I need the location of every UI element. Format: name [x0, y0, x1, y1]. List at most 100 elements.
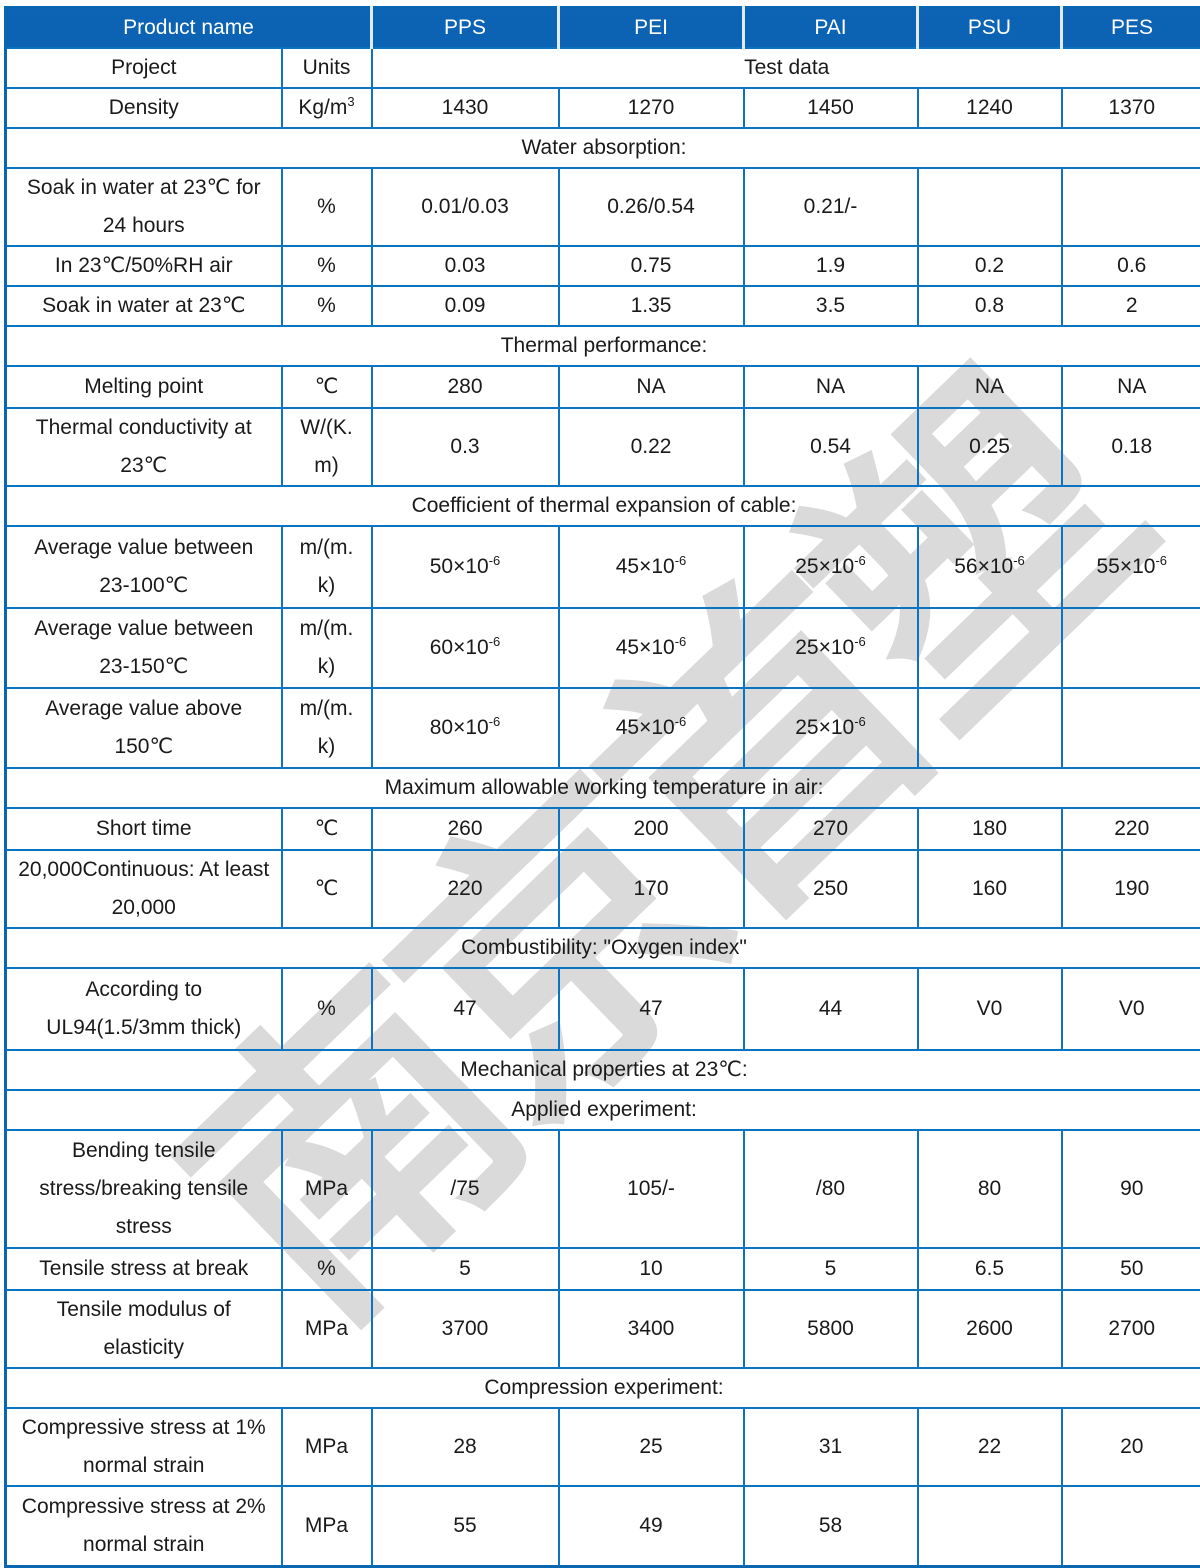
section-row: Compression experiment: [6, 1368, 1200, 1408]
value-cell: 56×10-6 [918, 526, 1062, 608]
material-properties-table: Product name PPS PEI PAI PSU PES Project… [4, 6, 1200, 1568]
value-cell: 160 [918, 850, 1062, 928]
value-cell: 170 [559, 850, 744, 928]
value-cell: 270 [744, 808, 918, 850]
property-label-cell: Density [6, 88, 282, 128]
value-cell: 80×10-6 [372, 688, 559, 768]
property-label-cell: Thermal conductivity at 23℃ [6, 408, 282, 486]
value-cell: 2600 [918, 1290, 1062, 1368]
exponent: -6 [675, 553, 687, 568]
value-cell [918, 168, 1062, 246]
value-cell: 2 [1062, 286, 1200, 326]
unit-cell: ℃ [282, 850, 372, 928]
value-cell [1062, 168, 1200, 246]
value-cell: 55×10-6 [1062, 526, 1200, 608]
column-header-pes: PES [1062, 8, 1200, 49]
unit-cell: % [282, 286, 372, 326]
column-header-pei: PEI [559, 8, 744, 49]
value-cell: 190 [1062, 850, 1200, 928]
section-label: Water absorption: [6, 128, 1200, 168]
section-row: Coefficient of thermal expansion of cabl… [6, 486, 1200, 526]
property-label-cell: According to UL94(1.5/3mm thick) [6, 968, 282, 1050]
value-cell: /75 [372, 1130, 559, 1248]
table-row: Soak in water at 23℃ for 24 hours%0.01/0… [6, 168, 1200, 246]
property-label-cell: Melting point [6, 366, 282, 408]
value-cell: 5800 [744, 1290, 918, 1368]
table-row: Bending tensile stress/breaking tensile … [6, 1130, 1200, 1248]
exponent: -6 [675, 714, 687, 729]
value-cell: 25 [559, 1408, 744, 1486]
value-cell: NA [559, 366, 744, 408]
value-cell: 0.75 [559, 246, 744, 286]
unit-cell: ℃ [282, 808, 372, 850]
value-cell [1062, 608, 1200, 688]
value-cell: 45×10-6 [559, 608, 744, 688]
value-cell [918, 1486, 1062, 1566]
value-cell: NA [918, 366, 1062, 408]
value-cell: 220 [372, 850, 559, 928]
test-data-cell: Test data [372, 48, 1200, 88]
value-cell: 49 [559, 1486, 744, 1566]
value-cell: 28 [372, 1408, 559, 1486]
value-cell [918, 608, 1062, 688]
value-cell: 0.03 [372, 246, 559, 286]
property-label-cell: Compressive stress at 1% normal strain [6, 1408, 282, 1486]
value-cell: 0.3 [372, 408, 559, 486]
value-cell: 2700 [1062, 1290, 1200, 1368]
property-label-cell: Soak in water at 23℃ for 24 hours [6, 168, 282, 246]
value-cell: 25×10-6 [744, 608, 918, 688]
value-cell: 0.18 [1062, 408, 1200, 486]
value-cell: 1.35 [559, 286, 744, 326]
units-header: Units [282, 48, 372, 88]
table-body: Product name PPS PEI PAI PSU PES Project… [6, 8, 1200, 1567]
exponent: -6 [854, 634, 866, 649]
value-cell: 180 [918, 808, 1062, 850]
value-cell: 25×10-6 [744, 526, 918, 608]
value-cell: 280 [372, 366, 559, 408]
unit-cell: MPa [282, 1290, 372, 1368]
exponent: -6 [489, 553, 501, 568]
value-cell: V0 [918, 968, 1062, 1050]
value-cell: 1.9 [744, 246, 918, 286]
unit-cell: m/(m. k) [282, 608, 372, 688]
value-cell: 47 [559, 968, 744, 1050]
value-cell: 0.01/0.03 [372, 168, 559, 246]
unit-cell: W/(K. m) [282, 408, 372, 486]
value-cell: 3.5 [744, 286, 918, 326]
property-label-cell: Tensile modulus of elasticity [6, 1290, 282, 1368]
section-row: Combustibility: "Oxygen index" [6, 928, 1200, 968]
exponent: -6 [854, 714, 866, 729]
value-cell: V0 [1062, 968, 1200, 1050]
value-cell: 3700 [372, 1290, 559, 1368]
value-cell: 5 [372, 1248, 559, 1290]
value-cell: /80 [744, 1130, 918, 1248]
exponent: 3 [347, 94, 354, 109]
value-cell [918, 688, 1062, 768]
property-label-cell: 20,000Continuous: At least 20,000 [6, 850, 282, 928]
property-label-cell: Average value between 23-100℃ [6, 526, 282, 608]
value-cell: 50×10-6 [372, 526, 559, 608]
value-cell: 45×10-6 [559, 526, 744, 608]
unit-cell: m/(m. k) [282, 526, 372, 608]
value-cell: 1450 [744, 88, 918, 128]
section-row: Water absorption: [6, 128, 1200, 168]
value-cell: 20 [1062, 1408, 1200, 1486]
value-cell: 25×10-6 [744, 688, 918, 768]
value-cell: 0.54 [744, 408, 918, 486]
value-cell: 0.8 [918, 286, 1062, 326]
value-cell [1062, 1486, 1200, 1566]
section-label: Maximum allowable working temperature in… [6, 768, 1200, 808]
property-label-cell: Soak in water at 23℃ [6, 286, 282, 326]
column-header-psu: PSU [918, 8, 1062, 49]
property-label-cell: Average value between 23-150℃ [6, 608, 282, 688]
value-cell: 31 [744, 1408, 918, 1486]
value-cell: 1270 [559, 88, 744, 128]
value-cell: 0.6 [1062, 246, 1200, 286]
